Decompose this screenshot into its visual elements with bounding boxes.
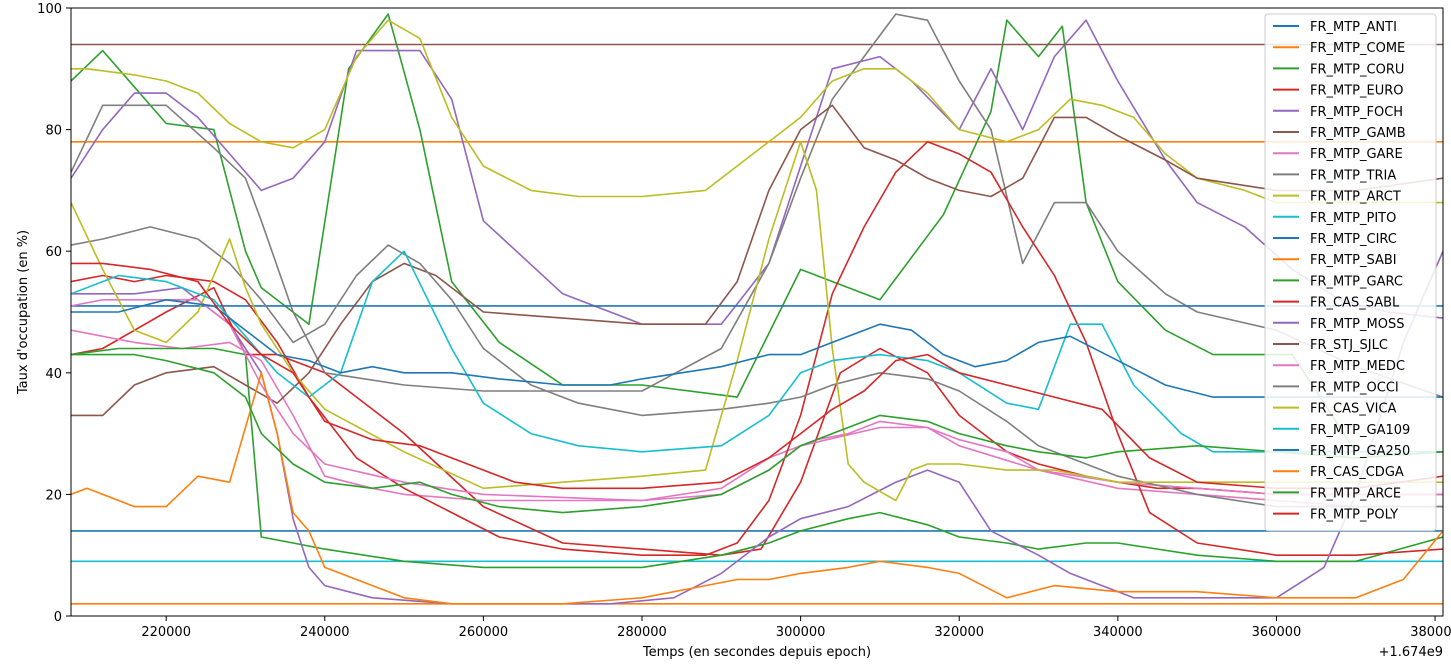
- series-line-fr-mtp-garc: [71, 347, 1443, 569]
- x-tick-label: 300000: [776, 625, 826, 640]
- series-line-fr-cas-vica: [71, 141, 1443, 502]
- series-line-fr-stj-sjlc: [71, 104, 1443, 417]
- legend-label: FR_MTP_FOCH: [1310, 105, 1403, 120]
- y-tick-label: 60: [45, 245, 62, 260]
- legend-label: FR_CAS_SABL: [1310, 296, 1400, 311]
- legend-label: FR_MTP_COME: [1310, 41, 1405, 56]
- y-tick-label: 100: [37, 2, 62, 17]
- legend-label: FR_MTP_MEDC: [1310, 359, 1405, 374]
- x-tick-label: 240000: [300, 625, 350, 640]
- legend-label: FR_MTP_ARCT: [1310, 190, 1401, 205]
- legend-box: [1264, 13, 1437, 532]
- legend-label: FR_MTP_SABI: [1310, 253, 1397, 268]
- series-line-fr-mtp-medc: [71, 298, 1443, 502]
- series-line-fr-mtp-coru: [71, 13, 1443, 453]
- legend-label: FR_MTP_GA109: [1310, 423, 1410, 438]
- legend-label: FR_MTP_GARC: [1310, 274, 1403, 289]
- series-line-fr-mtp-ga250: [71, 298, 1443, 398]
- legend-label: FR_MTP_OCCI: [1310, 380, 1399, 395]
- legend: FR_MTP_ANTI FR_MTP_COME FR_MTP_CORU FR_MTP_…: [1264, 13, 1437, 532]
- legend-label: FR_MTP_MOSS: [1310, 317, 1404, 332]
- x-tick-label: 280000: [617, 625, 667, 640]
- series-group: [71, 13, 1443, 605]
- x-tick-label: 360000: [1252, 625, 1302, 640]
- x-tick-label: 340000: [1093, 625, 1143, 640]
- y-tick-label: 0: [54, 610, 62, 625]
- legend-label: FR_MTP_EURO: [1310, 84, 1404, 99]
- x-axis-label: Temps (en secondes depuis epoch): [642, 645, 871, 660]
- series-line-fr-mtp-euro: [71, 286, 1443, 557]
- series-line-fr-cas-cdga: [71, 371, 1443, 605]
- x-tick-label: 260000: [459, 625, 509, 640]
- y-tick-label: 20: [45, 488, 62, 503]
- legend-label: FR_MTP_GARE: [1310, 147, 1403, 162]
- y-tick-label: 40: [45, 367, 62, 382]
- legend-label: FR_MTP_GA250: [1310, 444, 1410, 459]
- y-axis-ticks: 0 20 40 60 80 100: [37, 2, 71, 625]
- legend-label: FR_MTP_TRIA: [1310, 168, 1396, 183]
- x-tick-label: 320000: [934, 625, 984, 640]
- series-line-fr-mtp-poly: [71, 262, 1443, 490]
- series-line-fr-mtp-arct: [71, 19, 1443, 204]
- legend-label: FR_MTP_ARCE: [1310, 486, 1401, 501]
- series-line-fr-mtp-tria: [71, 13, 1443, 398]
- x-axis-ticks: 220000 240000 260000 280000 300000 320000 3400…: [141, 616, 1451, 640]
- series-line-fr-mtp-occi: [71, 226, 1443, 508]
- x-axis-offset-label: +1.674e9: [1379, 645, 1443, 660]
- series-line-fr-mtp-arce: [71, 353, 1443, 514]
- legend-label: FR_MTP_GAMB: [1310, 126, 1406, 141]
- x-tick-label: 220000: [141, 625, 191, 640]
- series-line-fr-mtp-gare: [71, 329, 1443, 508]
- legend-label: FR_MTP_ANTI: [1310, 20, 1397, 35]
- legend-label: FR_MTP_POLY: [1310, 508, 1398, 523]
- legend-label: FR_MTP_PITO: [1310, 211, 1396, 226]
- legend-label: FR_CAS_CDGA: [1310, 465, 1404, 480]
- legend-label: FR_MTP_CIRC: [1310, 232, 1397, 247]
- legend-label: FR_MTP_CORU: [1310, 62, 1404, 77]
- y-tick-label: 80: [45, 124, 62, 139]
- series-line-fr-mtp-ga109: [71, 250, 1443, 453]
- legend-label: FR_STJ_SJLC: [1310, 338, 1388, 353]
- series-line-fr-mtp-foch: [71, 19, 1443, 326]
- legend-label: FR_CAS_VICA: [1310, 402, 1397, 417]
- plot-frame: [70, 7, 1444, 617]
- y-axis-label: Taux d'occupation (en %): [16, 230, 31, 395]
